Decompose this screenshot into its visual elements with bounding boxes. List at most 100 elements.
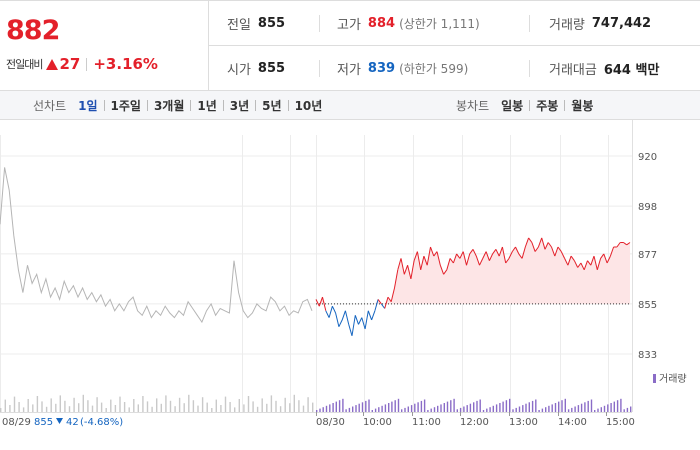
divider (222, 99, 224, 111)
stats-row: 전일 855 고가 884 (상한가 1,111) 거래량 747,442 (209, 1, 700, 46)
volume-bar (410, 405, 413, 412)
x-tick-label: 12:00 (460, 417, 489, 428)
volume-bar (476, 400, 478, 412)
volume-bar (197, 405, 199, 412)
quote-summary: 882 전일대비 27 +3.16% 전일 855 고가 884 (상한가 1,… (0, 0, 700, 90)
volume-legend: 거래량 (653, 373, 687, 385)
today-line-segment (479, 258, 484, 266)
volume-bar (146, 401, 149, 412)
today-line-segment (485, 251, 490, 261)
today-line-segment (413, 251, 418, 261)
volume-bar (55, 403, 57, 412)
candle-chart-tabs: 봉차트 일봉 주봉 월봉 (456, 91, 593, 119)
today-line-segment (583, 260, 588, 270)
volume-bar (73, 397, 75, 412)
tab-5y[interactable]: 5년 (262, 98, 282, 113)
volume-bar (345, 409, 347, 412)
volume-bar (427, 410, 429, 412)
today-line-segment (426, 246, 431, 266)
volume-bar (289, 403, 291, 412)
volume-bar (545, 407, 547, 412)
volume-bar (384, 404, 387, 412)
volume-bar (128, 407, 130, 412)
prev-day-change-pct: (-4.68%) (80, 417, 123, 428)
volume-bar (293, 394, 295, 412)
tab-daily[interactable]: 일봉 (501, 98, 524, 113)
today-line-segment (596, 258, 602, 270)
today-line-segment (400, 258, 405, 275)
today-line-segment (567, 255, 572, 266)
stat-label: 거래량 (549, 17, 585, 33)
stat-low: 저가 839 (하한가 599) (337, 46, 468, 90)
y-tick-label: 877 (638, 250, 657, 261)
volume-bar (45, 406, 48, 412)
tab-3y[interactable]: 3년 (229, 98, 250, 113)
today-line-segment (593, 255, 598, 270)
volume-bar (577, 405, 580, 412)
divider (319, 15, 320, 32)
today-line-segment (361, 317, 366, 330)
triangle-up-icon (46, 58, 59, 70)
volume-bar (261, 398, 263, 412)
volume-bar (123, 402, 126, 412)
volume-bar (229, 402, 231, 412)
volume-bar (414, 403, 416, 412)
volume-bar (18, 402, 20, 412)
volume-bar (224, 396, 227, 412)
line-chart-tabs: 선차트 1일 1주일 3개월 1년 3년 5년 10년 (33, 91, 322, 119)
volume-bar (587, 400, 589, 412)
tab-1d[interactable]: 1일 (78, 98, 98, 113)
today-line-segment (521, 246, 526, 259)
volume-legend-swatch (653, 374, 656, 383)
volume-bar (607, 404, 609, 412)
today-line-segment (505, 258, 510, 264)
tab-3m[interactable]: 3개월 (153, 98, 185, 113)
volume-bar (312, 402, 314, 412)
volume-bar (137, 404, 139, 412)
price-chart[interactable]: 920 898 877 855 833 거래량 08/30 10:00 11:00 12:00… (0, 120, 700, 450)
today-line-segment (528, 237, 533, 243)
tab-10y[interactable]: 10년 (294, 98, 323, 113)
today-line-segment (407, 265, 412, 280)
volume-legend-label: 거래량 (659, 373, 687, 385)
previous-day-line (0, 167, 313, 324)
y-tick-label: 855 (638, 300, 657, 311)
volume-bar (600, 407, 602, 412)
stat-label: 고가 (337, 17, 361, 33)
today-line-segment (351, 315, 356, 336)
volume-bar (68, 406, 71, 412)
today-line-segment (384, 296, 389, 309)
volume-bar (381, 405, 383, 412)
today-line-segment (587, 260, 592, 266)
y-tick-label: 833 (638, 350, 657, 361)
volume-bar (27, 399, 29, 412)
volume-bar (505, 400, 508, 412)
tab-1w[interactable]: 1주일 (110, 98, 141, 113)
x-tick-label: 15:00 (606, 417, 635, 428)
volume-bar (238, 399, 240, 412)
today-line-segment (573, 260, 579, 268)
today-line-segment (443, 269, 448, 275)
volume-bar (119, 396, 121, 412)
tab-1y[interactable]: 1년 (197, 98, 217, 113)
volume-bar (96, 397, 98, 412)
today-line-segment (318, 296, 323, 307)
today-line-segment (459, 251, 464, 259)
today-line-segment (348, 324, 353, 336)
volume-bar (100, 402, 103, 412)
today-line-segment (537, 237, 543, 248)
today-line-segment (501, 246, 507, 264)
today-line-segment (524, 237, 530, 248)
tab-weekly[interactable]: 주봉 (536, 98, 559, 113)
today-line-segment (315, 299, 320, 307)
today-line-segment (606, 255, 611, 264)
volume-bar (329, 404, 331, 412)
tab-monthly[interactable]: 월봉 (571, 98, 594, 113)
divider (564, 99, 566, 111)
volume-bar (4, 399, 6, 412)
volume-bar (211, 408, 213, 412)
volume-bar (626, 407, 629, 412)
volume-bar (522, 405, 524, 412)
today-line-segment (626, 242, 631, 246)
x-tick-label: 14:00 (558, 417, 587, 428)
